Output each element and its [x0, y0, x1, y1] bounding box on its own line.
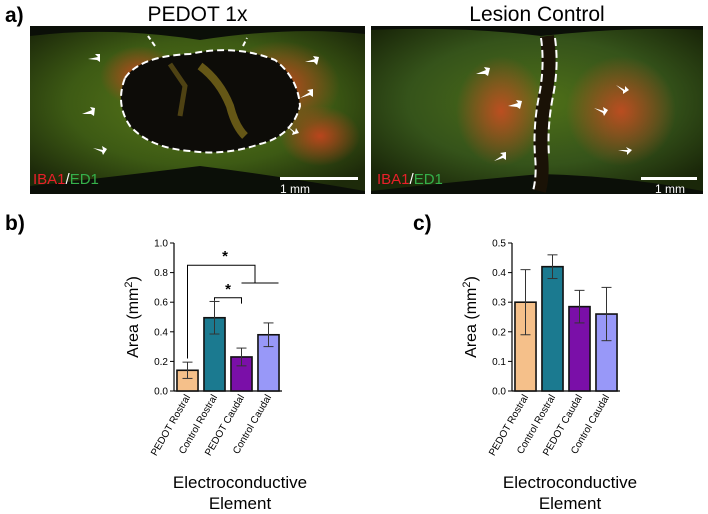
chart-c-bar	[541, 265, 564, 392]
chart-b-ytick-label: 0.0	[154, 387, 168, 398]
chart-c-ytick-label: 0.0	[492, 387, 506, 398]
stain-label-pedot: IBA1/ED1	[33, 171, 99, 188]
chart-c-ytick-label: 0.5	[492, 239, 506, 250]
chart-b-ylabel: Area (mm2)	[123, 276, 142, 358]
chart-b-xlabel: Electroconductive Element	[150, 472, 330, 514]
chart-c-xlabel-line2: Element	[538, 494, 602, 513]
chart-b-sig-bracket	[187, 264, 256, 359]
chart-b-sig-star: *	[222, 248, 228, 265]
scale-bar-label-lesion-control: 1 mm	[655, 182, 685, 196]
image-title-pedot: PEDOT 1x	[147, 3, 248, 26]
arrow-markers	[476, 67, 632, 161]
chart-b-ytick-label: 0.4	[154, 327, 168, 338]
chart-c-ylabel: Area (mm2)	[461, 276, 480, 358]
chart-c-ytick-label: 0.4	[492, 268, 506, 279]
chart-c-ytick-label: 0.2	[492, 327, 506, 338]
chart-b-xlabel-line1: Electroconductive	[172, 473, 308, 492]
chart-c-ytick-label: 0.3	[492, 298, 506, 309]
chart-b-ytick-label: 0.2	[154, 357, 168, 368]
arrow-markers	[82, 54, 319, 155]
micrograph-pedot	[30, 26, 365, 194]
chart-b-xlabel-line2: Element	[208, 494, 272, 513]
chart-c-xlabel-line1: Electroconductive	[502, 473, 638, 492]
stain-label-lesion-control: IBA1/ED1	[377, 171, 443, 188]
micrograph-lesion-control	[371, 26, 703, 194]
chart-c-ytick-label: 0.1	[492, 357, 506, 368]
chart-b-ytick-label: 0.8	[154, 268, 168, 279]
image-title-lesion-control: Lesion Control	[469, 3, 605, 26]
chart-b-sig-star: *	[225, 281, 231, 298]
chart-b-sig-bracket	[214, 297, 242, 304]
chart-c-xlabel: Electroconductive Element	[480, 472, 660, 514]
panel-label-b: b)	[5, 212, 25, 235]
panel-label-a: a)	[5, 4, 24, 27]
scale-bar-label-pedot: 1 mm	[280, 182, 310, 196]
panel-label-c: c)	[413, 212, 432, 235]
chart-b-ytick-label: 1.0	[154, 239, 168, 250]
chart-b-ytick-label: 0.6	[154, 298, 168, 309]
